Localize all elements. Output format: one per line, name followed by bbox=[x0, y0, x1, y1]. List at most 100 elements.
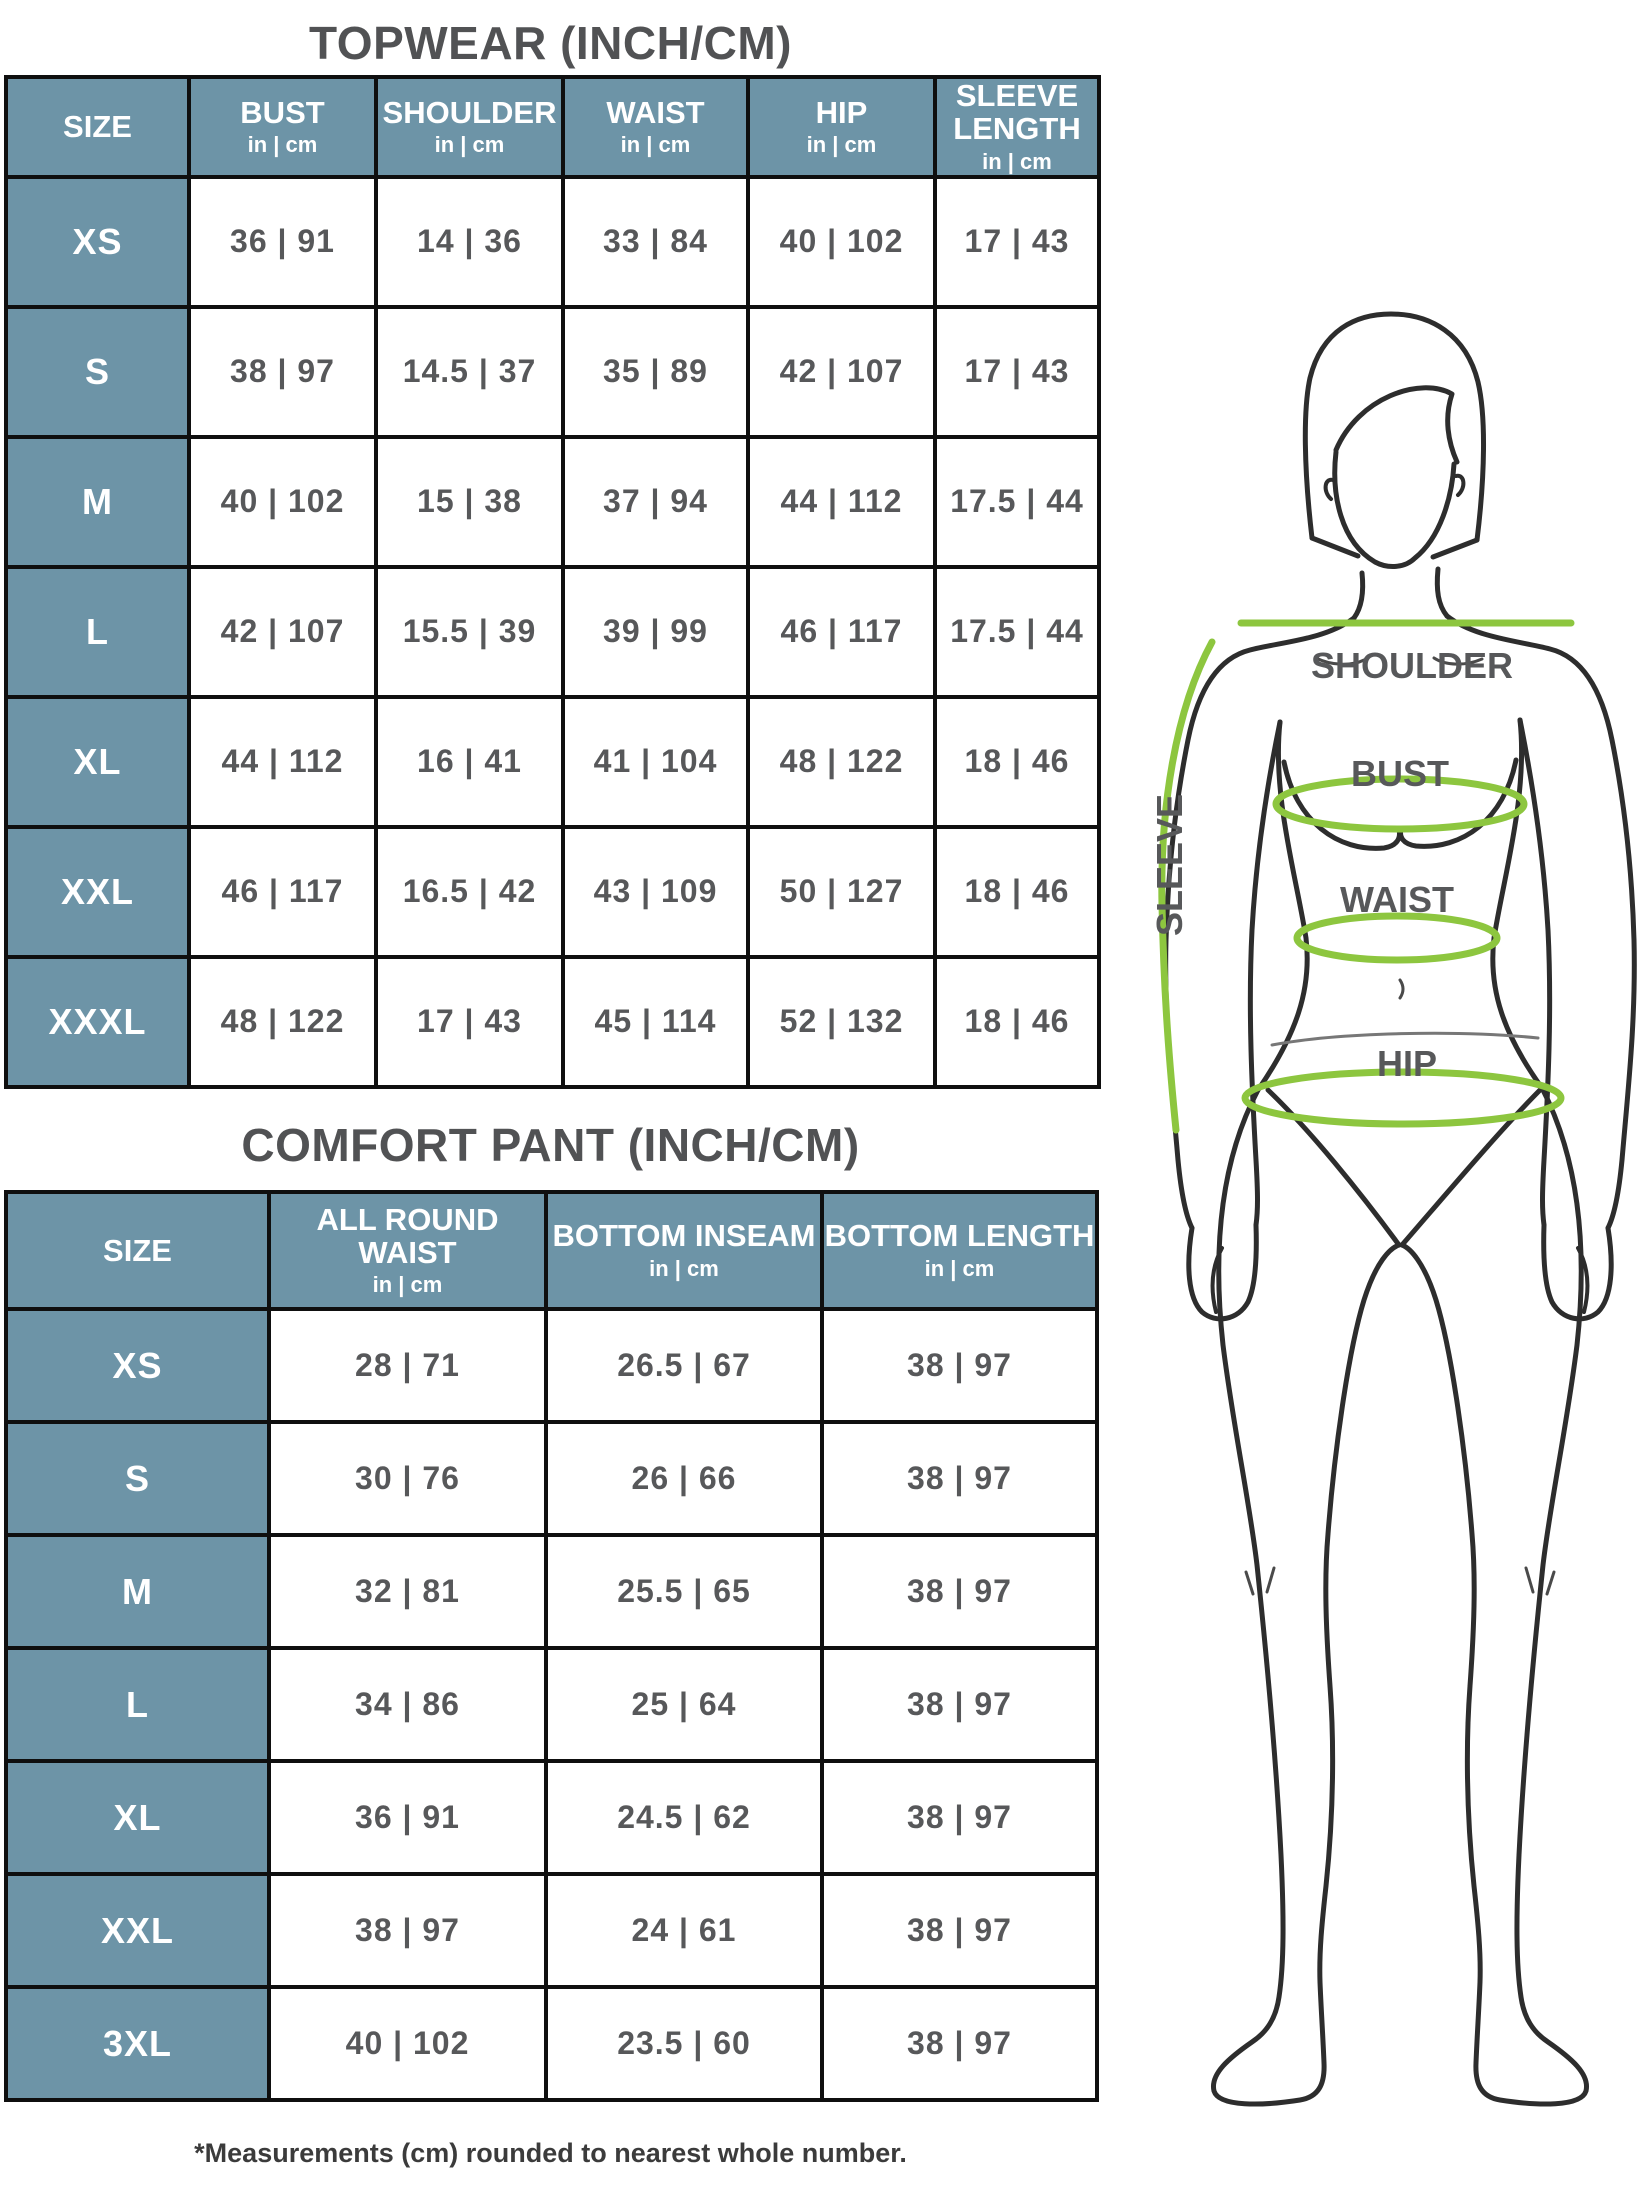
hip-line bbox=[1241, 1068, 1565, 1128]
inseam-cell: 26 | 66 bbox=[544, 1420, 824, 1537]
bust-cell: 38 | 97 bbox=[187, 304, 378, 439]
comfort-pant-table: SIZE ALL ROUND WAIST in | cm BOTTOM INSEA… bbox=[4, 1190, 1099, 2102]
figure-labels: SHOULDER BUST WAIST HIP SLEEVE bbox=[1149, 645, 1513, 1084]
size-cell: XL bbox=[4, 694, 191, 829]
size-cell: M bbox=[4, 1533, 271, 1650]
waist-label: WAIST bbox=[1340, 879, 1454, 920]
table-row: XXL 38 | 97 24 | 61 38 | 97 bbox=[4, 1872, 1099, 1989]
col-header-hip: HIP in | cm bbox=[746, 75, 937, 179]
table-row: XS 28 | 71 26.5 | 67 38 | 97 bbox=[4, 1307, 1099, 1424]
unit-label: in | cm bbox=[806, 132, 877, 158]
table-row: XL 36 | 91 24.5 | 62 38 | 97 bbox=[4, 1759, 1099, 1876]
size-cell: S bbox=[4, 1420, 271, 1537]
table-row: XS 36 | 91 14 | 36 33 | 84 40 | 102 17 |… bbox=[4, 174, 1101, 309]
table-row: S 38 | 97 14.5 | 37 35 | 89 42 | 107 17 … bbox=[4, 304, 1101, 439]
waist-cell: 41 | 104 bbox=[561, 694, 750, 829]
shoulder-cell: 15.5 | 39 bbox=[374, 564, 565, 699]
table-row: M 40 | 102 15 | 38 37 | 94 44 | 112 17.5… bbox=[4, 434, 1101, 569]
length-cell: 38 | 97 bbox=[820, 1646, 1099, 1763]
waist-cell: 30 | 76 bbox=[267, 1420, 548, 1537]
shoulder-cell: 16.5 | 42 bbox=[374, 824, 565, 959]
sleeve-line bbox=[1158, 638, 1216, 1134]
size-cell: XS bbox=[4, 174, 191, 309]
bust-label: BUST bbox=[1351, 753, 1449, 794]
body-outline bbox=[1163, 311, 1637, 2107]
waist-cell: 39 | 99 bbox=[561, 564, 750, 699]
col-header-bottom-length: BOTTOM LENGTH in | cm bbox=[820, 1190, 1099, 1311]
hip-label: HIP bbox=[1377, 1043, 1437, 1084]
size-cell: XXL bbox=[4, 824, 191, 959]
hip-cell: 46 | 117 bbox=[746, 564, 937, 699]
waist-cell: 38 | 97 bbox=[267, 1872, 548, 1989]
hip-cell: 40 | 102 bbox=[746, 174, 937, 309]
bust-cell: 48 | 122 bbox=[187, 954, 378, 1089]
bust-cell: 44 | 112 bbox=[187, 694, 378, 829]
hip-cell: 42 | 107 bbox=[746, 304, 937, 439]
size-cell: XXXL bbox=[4, 954, 191, 1089]
size-cell: XS bbox=[4, 1307, 271, 1424]
waist-cell: 35 | 89 bbox=[561, 304, 750, 439]
bust-cell: 36 | 91 bbox=[187, 174, 378, 309]
table-row: S 30 | 76 26 | 66 38 | 97 bbox=[4, 1420, 1099, 1537]
col-header-waist: WAIST in | cm bbox=[561, 75, 750, 179]
col-header-size: SIZE bbox=[4, 75, 191, 179]
waist-cell: 45 | 114 bbox=[561, 954, 750, 1089]
waist-cell: 32 | 81 bbox=[267, 1533, 548, 1650]
length-cell: 38 | 97 bbox=[820, 1759, 1099, 1876]
unit-label: in | cm bbox=[649, 1255, 719, 1281]
table-row: L 42 | 107 15.5 | 39 39 | 99 46 | 117 17… bbox=[4, 564, 1101, 699]
hip-cell: 44 | 112 bbox=[746, 434, 937, 569]
table-row: XL 44 | 112 16 | 41 41 | 104 48 | 122 18… bbox=[4, 694, 1101, 829]
waist-cell: 28 | 71 bbox=[267, 1307, 548, 1424]
hip-cell: 50 | 127 bbox=[746, 824, 937, 959]
bust-cell: 40 | 102 bbox=[187, 434, 378, 569]
topwear-header-row: SIZE BUST in | cm SHOULDER in | cm WAIST in… bbox=[4, 75, 1101, 179]
inseam-cell: 25 | 64 bbox=[544, 1646, 824, 1763]
col-header-bust: BUST in | cm bbox=[187, 75, 378, 179]
waist-cell: 40 | 102 bbox=[267, 1985, 548, 2102]
shoulder-label: SHOULDER bbox=[1311, 645, 1513, 686]
sleeve-cell: 17.5 | 44 bbox=[933, 564, 1101, 699]
unit-label: in | cm bbox=[620, 132, 691, 158]
inseam-cell: 25.5 | 65 bbox=[544, 1533, 824, 1650]
size-cell: L bbox=[4, 564, 191, 699]
size-cell: L bbox=[4, 1646, 271, 1763]
waist-cell: 43 | 109 bbox=[561, 824, 750, 959]
sleeve-cell: 18 | 46 bbox=[933, 824, 1101, 959]
size-cell: M bbox=[4, 434, 191, 569]
unit-label: in | cm bbox=[247, 132, 318, 158]
shoulder-cell: 14.5 | 37 bbox=[374, 304, 565, 439]
size-cell: XXL bbox=[4, 1872, 271, 1989]
table-row: M 32 | 81 25.5 | 65 38 | 97 bbox=[4, 1533, 1099, 1650]
size-cell: S bbox=[4, 304, 191, 439]
col-header-shoulder: SHOULDER in | cm bbox=[374, 75, 565, 179]
sleeve-cell: 17 | 43 bbox=[933, 304, 1101, 439]
length-cell: 38 | 97 bbox=[820, 1533, 1099, 1650]
footnote: *Measurements (cm) rounded to nearest wh… bbox=[194, 2138, 907, 2168]
measurement-lines bbox=[1158, 619, 1575, 1134]
shoulder-cell: 16 | 41 bbox=[374, 694, 565, 829]
waist-cell: 33 | 84 bbox=[561, 174, 750, 309]
table-row: L 34 | 86 25 | 64 38 | 97 bbox=[4, 1646, 1099, 1763]
body-measurement-figure: SHOULDER BUST WAIST HIP SLEEVE bbox=[1100, 290, 1652, 2200]
table-row: 3XL 40 | 102 23.5 | 60 38 | 97 bbox=[4, 1985, 1099, 2102]
sleeve-cell: 18 | 46 bbox=[933, 694, 1101, 829]
unit-label: in | cm bbox=[434, 132, 505, 158]
body-figure-illustration: SHOULDER BUST WAIST HIP SLEEVE bbox=[1149, 311, 1637, 2107]
waist-cell: 36 | 91 bbox=[267, 1759, 548, 1876]
col-header-bottom-inseam: BOTTOM INSEAM in | cm bbox=[544, 1190, 824, 1311]
bust-cell: 46 | 117 bbox=[187, 824, 378, 959]
waist-cell: 34 | 86 bbox=[267, 1646, 548, 1763]
table-row: XXXL 48 | 122 17 | 43 45 | 114 52 | 132 … bbox=[4, 954, 1101, 1089]
sleeve-label: SLEEVE bbox=[1149, 794, 1190, 936]
length-cell: 38 | 97 bbox=[820, 1872, 1099, 1989]
bust-cell: 42 | 107 bbox=[187, 564, 378, 699]
length-cell: 38 | 97 bbox=[820, 1420, 1099, 1537]
col-header-all-round-waist: ALL ROUND WAIST in | cm bbox=[267, 1190, 548, 1311]
sleeve-cell: 18 | 46 bbox=[933, 954, 1101, 1089]
comfort-pant-title: COMFORT PANT (INCH/CM) bbox=[241, 1119, 860, 1171]
sleeve-cell: 17 | 43 bbox=[933, 174, 1101, 309]
bust-line bbox=[1272, 775, 1528, 833]
topwear-table: SIZE BUST in | cm SHOULDER in | cm WAIST in… bbox=[4, 75, 1101, 1089]
hip-cell: 52 | 132 bbox=[746, 954, 937, 1089]
